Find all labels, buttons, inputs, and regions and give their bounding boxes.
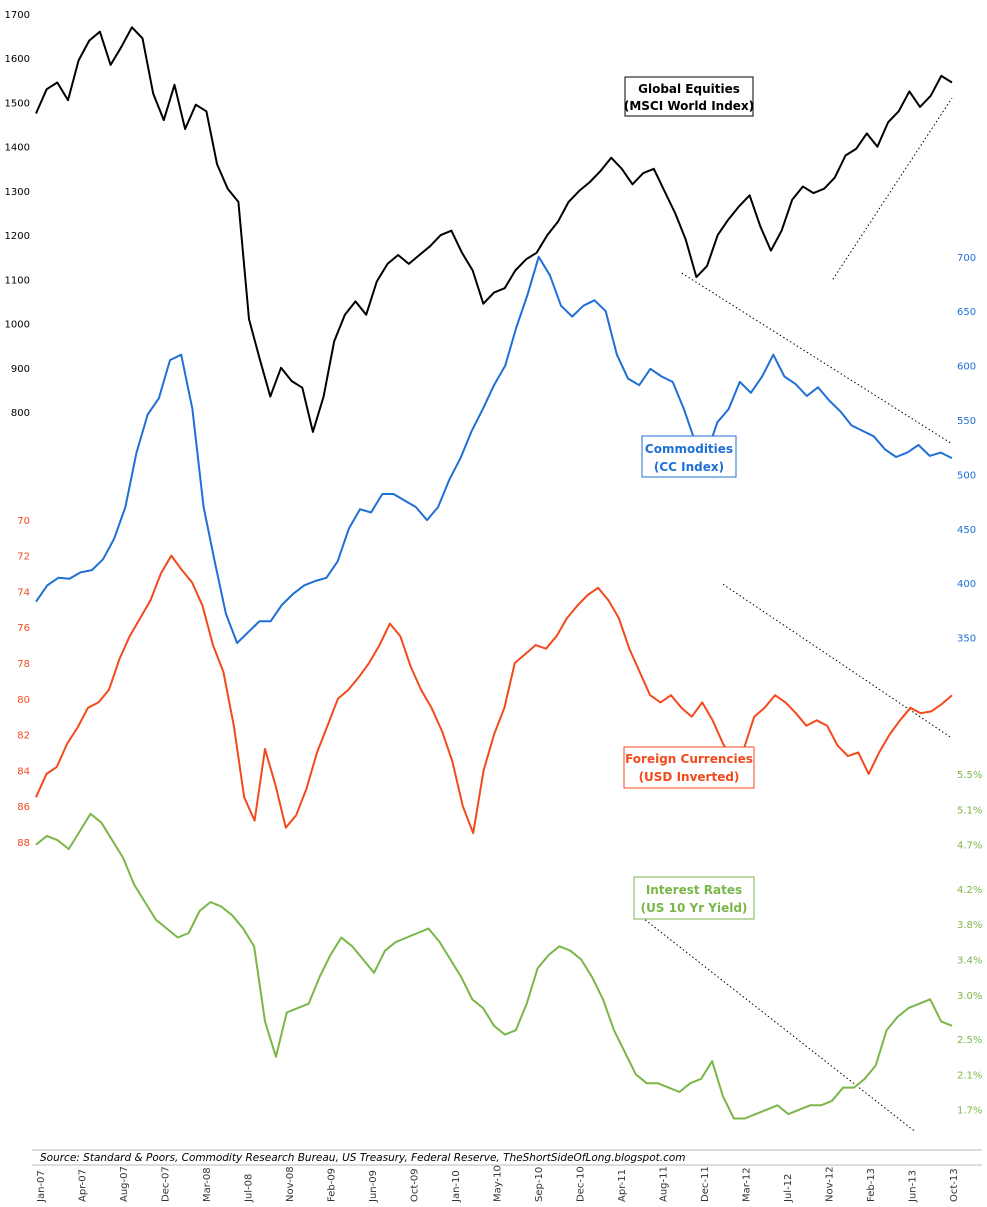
currencies-tick-label: 78 [17, 659, 30, 670]
commodities-title: Commodities [645, 442, 733, 456]
x-tick-label: Jan-07 [36, 1170, 47, 1203]
rates-tick-label: 3.4% [957, 956, 982, 967]
commodities-series-line [35, 255, 953, 644]
commodities-trend-line [681, 272, 953, 445]
rates-title: Interest Rates [646, 883, 742, 897]
trend-lines [644, 97, 953, 1133]
equities-trend-line [832, 97, 953, 280]
x-tick-label: Feb-13 [866, 1168, 877, 1202]
currencies-subtitle: (USD Inverted) [639, 770, 740, 784]
equities-tick-label: 800 [11, 408, 30, 419]
x-tick-label: Jun-09 [368, 1170, 379, 1203]
currencies-tick-label: 74 [17, 587, 30, 598]
commodities-subtitle: (CC Index) [654, 460, 724, 474]
x-tick-label: Apr-11 [617, 1169, 628, 1202]
equities-series-line [35, 26, 953, 433]
rates-tick-label: 3.8% [957, 920, 982, 931]
x-tick-label: Apr-07 [78, 1169, 89, 1202]
rates-trend-line [644, 919, 916, 1133]
x-tick-label: Jul-08 [244, 1174, 255, 1203]
equities-tick-label: 1200 [5, 231, 30, 242]
x-tick-label: Nov-08 [285, 1166, 296, 1202]
rates-series-line [35, 812, 953, 1120]
x-tick-label: Aug-11 [659, 1166, 670, 1202]
currencies-tick-label: 86 [17, 802, 30, 813]
rates-label-box: Interest Rates (US 10 Yr Yield) [633, 876, 755, 920]
currencies-tick-label: 84 [17, 766, 30, 777]
equities-tick-label: 1500 [5, 98, 30, 109]
equities-tick-label: 1600 [5, 54, 30, 65]
rates-tick-label: 5.1% [957, 805, 982, 816]
currencies-tick-label: 72 [17, 552, 30, 563]
currencies-tick-label: 76 [17, 623, 30, 634]
equities-tick-label: 900 [11, 364, 30, 375]
rates-tick-label: 5.5% [957, 770, 982, 781]
rates-tick-label: 1.7% [957, 1106, 982, 1117]
x-tick-label: Dec-07 [161, 1166, 172, 1202]
x-tick-label: Feb-09 [327, 1168, 338, 1202]
equities-tick-label: 1100 [5, 275, 30, 286]
currencies-title: Foreign Currencies [625, 752, 753, 766]
x-tick-label: May-10 [493, 1165, 504, 1202]
commodities-tick-label: 700 [957, 253, 976, 264]
commodities-label-box: Commodities (CC Index) [641, 435, 737, 478]
equities-label-box: Global Equities (MSCI World Index) [624, 76, 754, 117]
axis-tick-labels: 1700 1600 1500 1400 1300 1200 1100 1000 900 800 70… [5, 10, 983, 1117]
x-tick-label: Mar-08 [202, 1167, 213, 1202]
commodities-tick-label: 600 [957, 362, 976, 373]
currencies-tick-label: 82 [17, 731, 30, 742]
x-tick-label: Jul-12 [783, 1174, 794, 1203]
equities-tick-label: 1300 [5, 187, 30, 198]
rates-subtitle: (US 10 Yr Yield) [641, 901, 748, 915]
commodities-tick-label: 400 [957, 579, 976, 590]
rates-tick-label: 2.1% [957, 1070, 982, 1081]
x-tick-label: Jan-10 [451, 1170, 462, 1203]
equities-tick-label: 1000 [5, 320, 30, 331]
x-tick-label: Jun-13 [908, 1170, 919, 1203]
rates-tick-label: 4.7% [957, 841, 982, 852]
x-tick-label: Oct-09 [410, 1168, 421, 1202]
x-axis-tick-labels: Jan-07 Apr-07 Aug-07 Dec-07 Mar-08 Jul-08 Nov-… [36, 1165, 960, 1203]
commodities-tick-label: 550 [957, 416, 976, 427]
x-tick-label: Nov-12 [825, 1166, 836, 1202]
equities-subtitle: (MSCI World Index) [624, 99, 754, 113]
currencies-tick-label: 80 [17, 695, 30, 706]
rates-tick-label: 2.5% [957, 1035, 982, 1046]
x-tick-label: Dec-10 [576, 1166, 587, 1202]
x-tick-label: Sep-10 [534, 1167, 545, 1202]
source-note: Source: Standard & Poors, Commodity Rese… [40, 1152, 686, 1164]
rates-tick-label: 3.0% [957, 991, 982, 1002]
commodities-tick-label: 500 [957, 470, 976, 481]
x-tick-label: Dec-11 [700, 1166, 711, 1202]
currencies-series-line [35, 554, 953, 835]
x-tick-label: Oct-13 [949, 1168, 960, 1202]
commodities-tick-label: 450 [957, 525, 976, 536]
rates-tick-label: 4.2% [957, 885, 982, 896]
commodities-tick-label: 350 [957, 634, 976, 645]
equities-title: Global Equities [638, 82, 740, 96]
series-lines [35, 26, 953, 1120]
currencies-tick-label: 88 [17, 838, 30, 849]
currencies-label-box: Foreign Currencies (USD Inverted) [623, 746, 755, 789]
commodities-tick-label: 650 [957, 307, 976, 318]
x-tick-label: Mar-12 [742, 1167, 753, 1202]
currencies-tick-label: 70 [17, 516, 30, 527]
equities-tick-label: 1400 [5, 143, 30, 154]
equities-tick-label: 1700 [5, 10, 30, 21]
x-tick-label: Aug-07 [119, 1166, 130, 1202]
